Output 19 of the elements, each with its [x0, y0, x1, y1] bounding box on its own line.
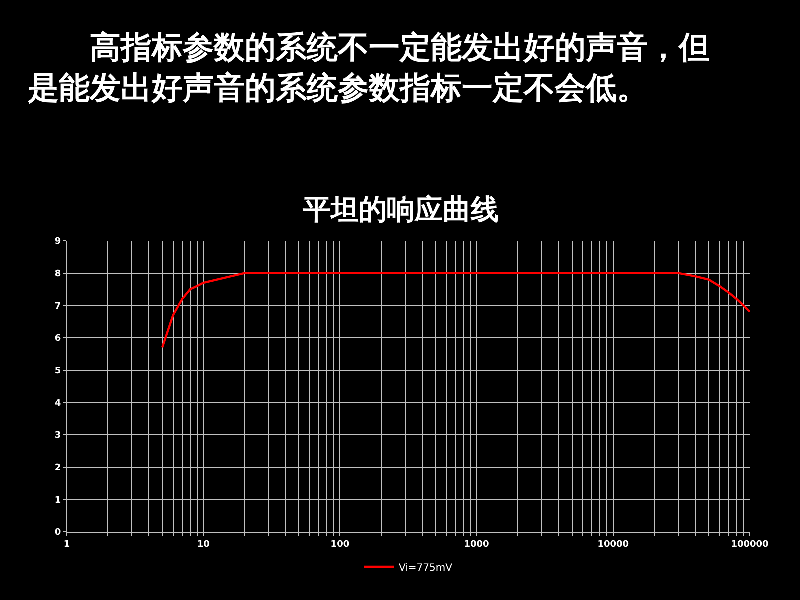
y-tick-label: 5: [54, 366, 62, 376]
x-tick-label: 1: [64, 540, 70, 550]
y-tick-label: 4: [54, 398, 62, 409]
y-tick-label: 1: [54, 496, 62, 506]
x-tick-label: 1000: [464, 540, 490, 550]
chart-title: 平坦的响应曲线: [302, 193, 499, 226]
legend-label: Vi=775mV: [399, 562, 453, 574]
x-tick-label: 100000: [731, 540, 769, 550]
y-tick-label: 2: [54, 463, 62, 474]
y-tick-label: 7: [54, 302, 62, 312]
y-tick-label: 6: [54, 334, 62, 344]
y-tick-label: 0: [54, 528, 62, 538]
y-tick-label: 9: [54, 237, 62, 248]
x-tick-label: 10: [197, 540, 210, 550]
y-tick-label: 3: [54, 431, 62, 442]
x-tick-label: 10000: [598, 540, 630, 550]
y-tick-label: 8: [54, 269, 62, 280]
x-tick-label: 100: [330, 540, 350, 550]
text: 高指标参数的系统不一定能发出好的声音，但是能发出好声音的系统参数指标一定不会低。: [27, 30, 710, 106]
